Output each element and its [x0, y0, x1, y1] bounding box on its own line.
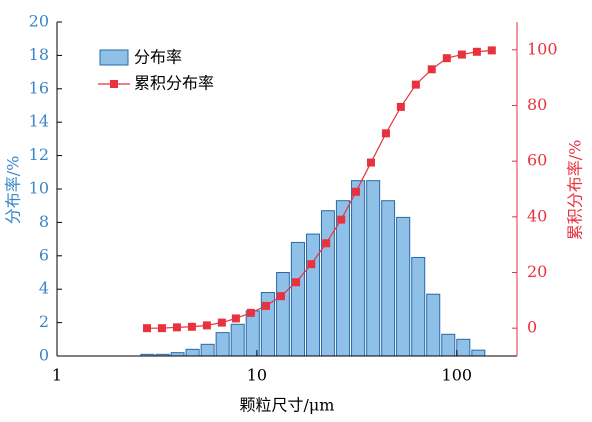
- bar: [185, 348, 200, 357]
- x-tick-label: 1: [52, 366, 62, 385]
- line-marker: [457, 50, 466, 59]
- line-marker: [277, 292, 286, 301]
- y2-axis-title: 累积分布率/%: [566, 140, 585, 241]
- bar: [290, 241, 305, 357]
- y-tick-label: 6: [39, 245, 49, 264]
- line-marker: [381, 129, 390, 138]
- legend-swatch: [110, 80, 118, 88]
- y-tick-label: 18: [29, 45, 49, 64]
- x-tick-label: 10: [247, 366, 267, 385]
- line-marker: [172, 323, 181, 332]
- bar: [456, 338, 471, 357]
- bar: [305, 233, 320, 357]
- y2-tick-label: 20: [527, 262, 547, 281]
- line-marker: [202, 321, 211, 330]
- y2-tick-label: 60: [527, 151, 547, 170]
- y-tick-label: 10: [29, 179, 49, 198]
- y2-tick-label: 100: [527, 39, 558, 58]
- y-axis-title: 分布率/%: [4, 156, 23, 225]
- line-marker: [322, 239, 331, 248]
- line-marker: [427, 65, 436, 74]
- bar: [441, 333, 456, 357]
- y2-tick-label: 80: [527, 95, 547, 114]
- line-marker: [307, 260, 316, 269]
- y-tick-label: 20: [29, 12, 49, 31]
- bar: [200, 343, 215, 357]
- y-tick-label: 12: [29, 145, 49, 164]
- line-marker: [157, 324, 166, 333]
- line-marker: [246, 308, 255, 317]
- line-marker: [292, 278, 301, 287]
- y-tick-label: 4: [39, 279, 49, 298]
- bar: [245, 310, 260, 357]
- line-marker: [411, 80, 420, 89]
- y-tick-label: 8: [39, 212, 49, 231]
- line-marker: [143, 324, 152, 333]
- bar: [471, 349, 486, 357]
- legend-swatch: [99, 49, 129, 66]
- bar: [230, 323, 245, 357]
- bar: [215, 332, 230, 357]
- line-marker: [261, 301, 270, 310]
- bar: [381, 200, 396, 357]
- line-marker: [472, 47, 481, 56]
- bar: [366, 180, 381, 357]
- y2-tick-label: 40: [527, 206, 547, 225]
- line-marker: [351, 187, 360, 196]
- bar: [351, 180, 366, 357]
- line-marker: [187, 322, 196, 331]
- bar: [426, 293, 441, 357]
- y-tick-label: 16: [29, 78, 49, 97]
- bar: [396, 216, 411, 357]
- y-tick-label: 2: [39, 312, 49, 331]
- line-marker: [487, 46, 496, 55]
- bar: [411, 256, 426, 357]
- line-marker: [231, 314, 240, 323]
- legend-label: 分布率: [134, 48, 182, 67]
- line-marker: [337, 215, 346, 224]
- line-marker: [396, 102, 405, 111]
- y-tick-label: 14: [29, 112, 49, 131]
- legend-label: 累积分布率: [134, 74, 214, 93]
- line-marker: [217, 318, 226, 327]
- bar: [170, 352, 185, 357]
- y2-tick-label: 0: [527, 318, 537, 337]
- line-marker: [366, 158, 375, 167]
- bar: [276, 272, 290, 357]
- y-tick-label: 0: [39, 346, 49, 365]
- line-marker: [442, 54, 451, 63]
- x-axis-title: 颗粒尺寸/μm: [240, 396, 335, 415]
- x-tick-label: 100: [442, 366, 473, 385]
